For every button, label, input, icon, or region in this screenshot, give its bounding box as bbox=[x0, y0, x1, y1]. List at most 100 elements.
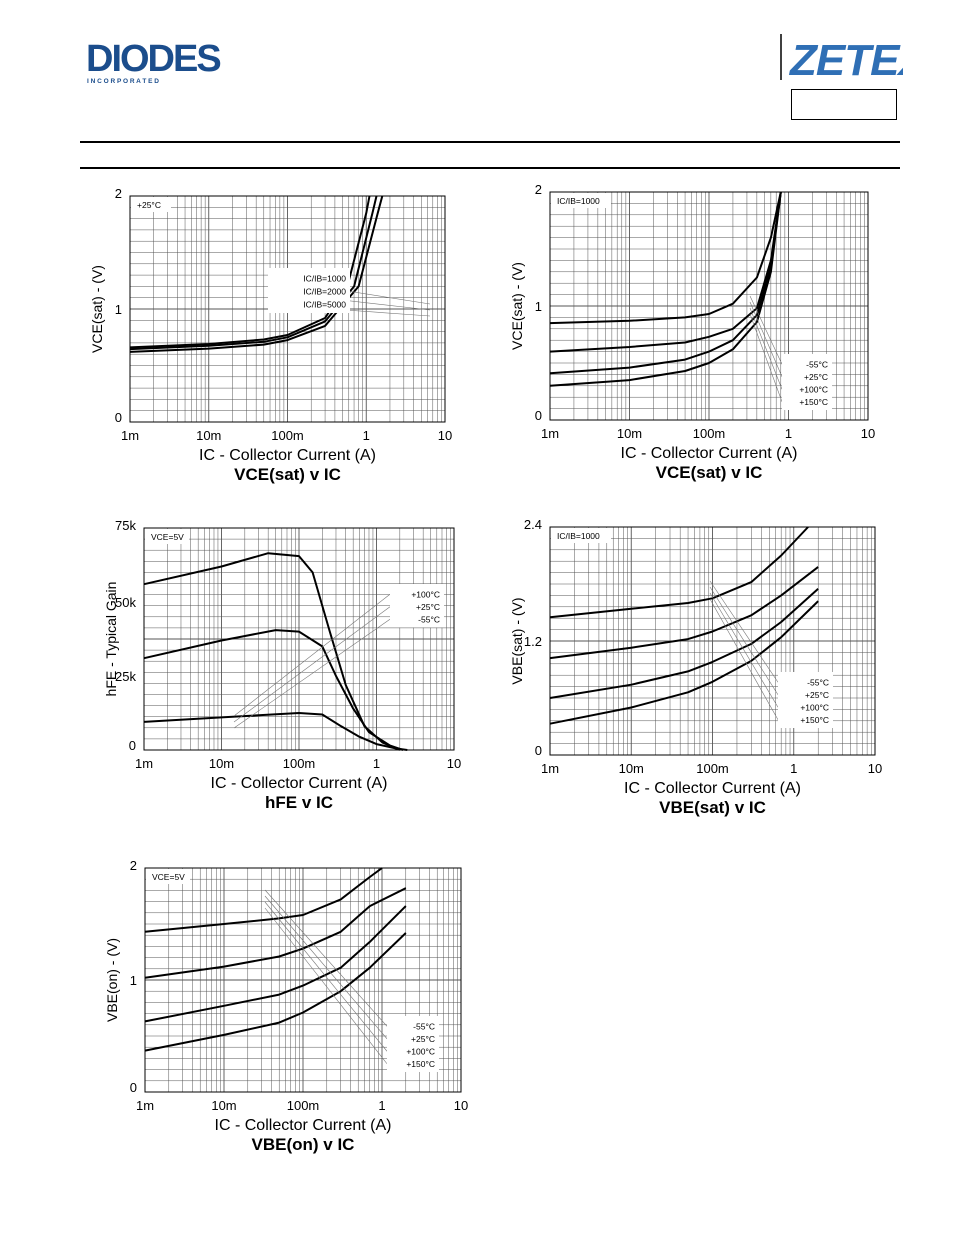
y-tick-label: 25k bbox=[115, 669, 136, 684]
condition-label: VCE=5V bbox=[151, 532, 184, 542]
legend-entry: +25°C bbox=[805, 690, 829, 700]
x-tick-label: 100m bbox=[696, 761, 729, 776]
legend-entry: -55°C bbox=[413, 1021, 435, 1031]
x-axis-label: IC - Collector Current (A) bbox=[624, 780, 801, 797]
x-tick-label: 1m bbox=[121, 428, 139, 443]
y-tick-label: 2 bbox=[115, 186, 122, 201]
plot-frame bbox=[129, 195, 446, 423]
series-line bbox=[129, 195, 378, 351]
legend-box bbox=[387, 1016, 439, 1072]
x-tick-label: 1 bbox=[790, 761, 797, 776]
x-tick-label: 100m bbox=[283, 756, 316, 771]
x-tick-label: 100m bbox=[693, 426, 726, 441]
header-rule-top bbox=[80, 141, 900, 143]
series-line bbox=[549, 191, 782, 387]
chart-title: VCE(sat) v IC bbox=[656, 463, 763, 482]
y-tick-label: 2 bbox=[130, 858, 137, 873]
x-tick-label: 1 bbox=[363, 428, 370, 443]
y-tick-label: 1.2 bbox=[524, 634, 542, 649]
chart-hfe: VCE=5V +100°C +25°C -55°C 1m 10m 100m 1 10 0 25k 50… bbox=[80, 513, 470, 825]
legend-entry: +100°C bbox=[406, 1046, 435, 1056]
x-tick-label: 1m bbox=[541, 426, 559, 441]
chart-vbeon: VCE=5V -55°C +25°C +100°C +150°C 1m 10m 100m 1 10… bbox=[80, 852, 470, 1162]
x-tick-label: 10m bbox=[619, 761, 644, 776]
legend-box bbox=[390, 584, 444, 628]
x-tick-label: 10 bbox=[447, 756, 461, 771]
legend-entry: +25°C bbox=[411, 1034, 435, 1044]
diodes-logo-text: DIODES bbox=[86, 40, 220, 80]
chart-title: VBE(on) v IC bbox=[252, 1135, 355, 1154]
x-tick-label: 10m bbox=[617, 426, 642, 441]
y-tick-label: 1 bbox=[130, 973, 137, 988]
condition-label: IC/IB=1000 bbox=[557, 196, 600, 206]
condition-label-bg bbox=[145, 529, 189, 544]
x-axis-label: IC - Collector Current (A) bbox=[199, 447, 376, 464]
x-tick-label: 10 bbox=[861, 426, 875, 441]
plot-frame bbox=[144, 867, 462, 1093]
plot-frame bbox=[549, 526, 876, 756]
series-line bbox=[549, 191, 782, 353]
y-tick-label: 1 bbox=[535, 299, 542, 314]
legend-leader-line bbox=[709, 580, 779, 683]
y-axis-label: VBE(sat) - (V) bbox=[509, 597, 525, 684]
legend-entry: -55°C bbox=[418, 614, 440, 624]
series-line bbox=[549, 191, 782, 325]
legend-entry: +150°C bbox=[800, 715, 829, 725]
x-tick-label: 1 bbox=[373, 756, 380, 771]
series-line bbox=[549, 566, 819, 660]
chart-vbesat: IC/IB=1000 -55°C +25°C +100°C +150°C 1m 10m 100… bbox=[500, 517, 890, 829]
chart-vcesat-ratio: +25°C IC/IB=1000 IC/IB=2000 IC/IB=5000 1m 10m… bbox=[80, 178, 470, 490]
header-part-number-box bbox=[791, 89, 897, 120]
legend-entry: +100°C bbox=[799, 384, 828, 394]
legend-leader-line bbox=[233, 619, 391, 729]
y-tick-label: 0 bbox=[115, 410, 122, 425]
series-line bbox=[144, 867, 383, 933]
legend-leader-line bbox=[264, 889, 388, 1027]
x-tick-label: 1 bbox=[785, 426, 792, 441]
diodes-logo-subtext: I N C O R P O R A T E D bbox=[87, 78, 159, 85]
x-tick-label: 10m bbox=[209, 756, 234, 771]
legend-leader-line bbox=[709, 586, 779, 695]
series-line bbox=[144, 932, 407, 1052]
x-tick-label: 1m bbox=[136, 1098, 154, 1113]
y-tick-label: 50k bbox=[115, 595, 136, 610]
x-tick-label: 1m bbox=[135, 756, 153, 771]
y-axis-label: VCE(sat) - (V) bbox=[89, 265, 105, 353]
plot-frame bbox=[549, 191, 869, 421]
legend-entry: IC/IB=2000 bbox=[303, 287, 346, 297]
y-tick-label: 0 bbox=[535, 743, 542, 758]
legend-entry: +100°C bbox=[800, 702, 829, 712]
y-tick-label: 0 bbox=[535, 408, 542, 423]
x-tick-label: 10m bbox=[211, 1098, 236, 1113]
legend-box bbox=[782, 354, 832, 410]
x-tick-label: 10m bbox=[196, 428, 221, 443]
legend-leader-line bbox=[264, 901, 388, 1052]
legend-entry: +150°C bbox=[406, 1059, 435, 1069]
x-tick-label: 10 bbox=[438, 428, 452, 443]
legend-leader-line bbox=[233, 606, 391, 723]
y-tick-label: 2.4 bbox=[524, 517, 542, 532]
legend-leader-line bbox=[709, 592, 779, 708]
condition-label-bg bbox=[131, 197, 171, 212]
chart-title: hFE v IC bbox=[265, 793, 333, 812]
header-rule-bottom bbox=[80, 167, 900, 169]
chart-title: VCE(sat) v IC bbox=[234, 465, 341, 484]
x-axis-label: IC - Collector Current (A) bbox=[621, 445, 798, 462]
legend-leader-line bbox=[709, 598, 779, 720]
x-tick-label: 1m bbox=[541, 761, 559, 776]
condition-label: IC/IB=1000 bbox=[557, 531, 600, 541]
series-line bbox=[549, 191, 782, 375]
legend-leader-line bbox=[749, 295, 783, 365]
diodes-logo: DIODES I N C O R P O R A T E D bbox=[86, 38, 261, 90]
series-line bbox=[549, 526, 809, 619]
y-tick-label: 2 bbox=[535, 182, 542, 197]
condition-label: VCE=5V bbox=[152, 872, 185, 882]
legend-entry: -55°C bbox=[807, 677, 829, 687]
series-line bbox=[129, 195, 384, 353]
x-tick-label: 100m bbox=[287, 1098, 320, 1113]
condition-label-bg bbox=[551, 528, 611, 543]
plot-frame bbox=[143, 527, 455, 751]
y-tick-label: 0 bbox=[129, 738, 136, 753]
zetex-logo-text: ZETEX bbox=[788, 36, 903, 84]
y-tick-label: 1 bbox=[115, 302, 122, 317]
